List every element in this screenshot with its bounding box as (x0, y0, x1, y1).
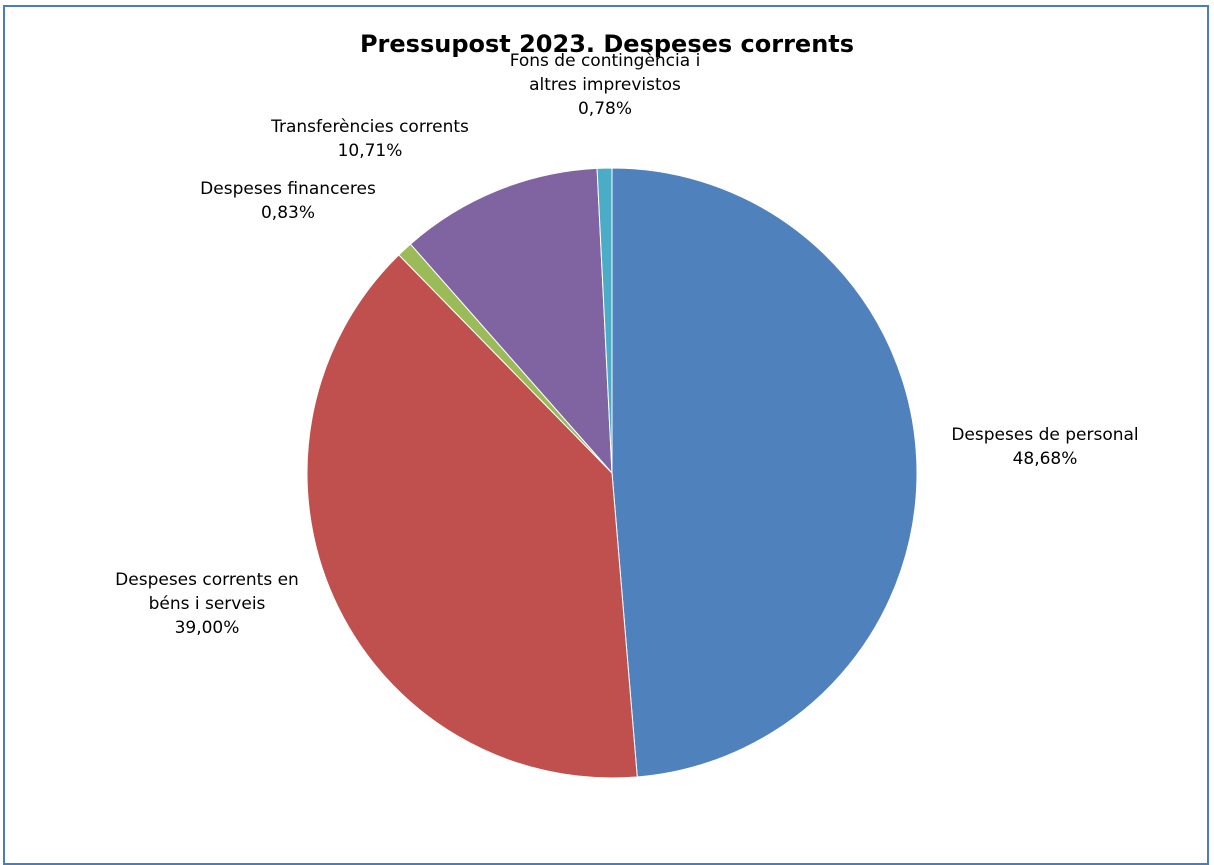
pie-slice-5 (596, 167, 613, 474)
chart-title: Pressupost 2023. Despeses corrents (359, 30, 855, 58)
pie-slice-1 (611, 167, 918, 778)
pie-slice-4 (409, 167, 613, 475)
slice-label-5: Fons de contingència i altres imprevistos… (510, 51, 701, 119)
slice-category-label: Despeses financeres (200, 179, 376, 199)
slice-category-label: Despeses corrents en (115, 570, 299, 590)
slice-value-label: 48,68% (1013, 449, 1078, 469)
slice-category-label: Despeses de personal (951, 425, 1138, 445)
slice-value-label: 0,78% (578, 99, 632, 119)
slice-label-2: Despeses corrents en béns i serveis 39,00% (115, 570, 299, 638)
slice-value-label: 0,83% (261, 203, 315, 223)
pie-slice-2 (306, 254, 638, 779)
slice-category-label: Transferències corrents (270, 117, 469, 137)
slice-label-4: Transferències corrents 10,71% (270, 117, 469, 161)
slice-value-label: 10,71% (338, 141, 403, 161)
slice-label-3: Despeses financeres 0,83% (200, 179, 376, 223)
slice-category-label: Fons de contingència i (510, 51, 701, 71)
slice-category-label: altres imprevistos (529, 75, 681, 95)
slice-label-1: Despeses de personal 48,68% (951, 425, 1138, 469)
slice-category-label: béns i serveis (149, 594, 266, 614)
slice-value-label: 39,00% (175, 618, 240, 638)
